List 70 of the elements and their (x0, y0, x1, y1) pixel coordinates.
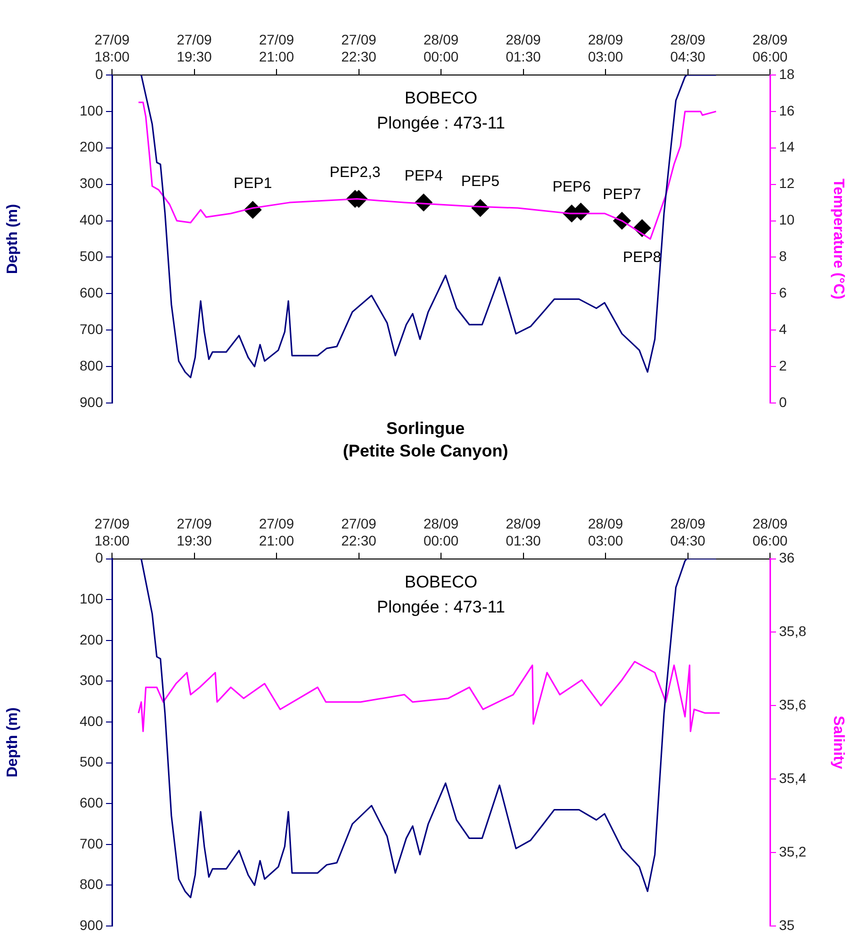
y-tick-label: 400 (80, 212, 104, 228)
y-tick-label: 0 (95, 550, 104, 566)
data-label: PEP6 (552, 178, 591, 196)
data-label: PEP2,3 (330, 164, 381, 182)
x-tick-label: 28/09 00:00 (423, 32, 459, 64)
y2-tick-label: 0 (779, 394, 787, 410)
x-tick-label: 28/09 00:00 (423, 515, 459, 548)
x-tick-label: 28/09 04:30 (670, 32, 706, 64)
data-label: PEP5 (461, 173, 500, 190)
y-axis-title: Depth (m) (4, 204, 22, 274)
y2-tick-label: 8 (779, 248, 787, 264)
x-tick-label: 27/09 19:30 (176, 32, 212, 64)
y-tick-label: 900 (80, 916, 104, 933)
y-tick-label: 300 (80, 672, 104, 688)
annotation: Plongée : 473-11 (376, 114, 506, 133)
x-tick-label: 27/09 19:30 (176, 515, 212, 548)
y-tick-label: 0 (95, 66, 104, 82)
x-tick-label: 28/09 01:30 (506, 32, 541, 64)
x-tick-label: 28/09 06:00 (752, 32, 788, 64)
y-axis-title: Depth (m) (4, 707, 22, 778)
x-tick-label: 28/09 03:00 (588, 515, 624, 548)
x-tick-label: 27/09 22:30 (341, 515, 376, 548)
y-tick-label: 800 (80, 357, 104, 374)
data-label: PEP7 (602, 186, 642, 203)
annotation: BOBECO (404, 572, 478, 592)
y-tick-label: 400 (80, 712, 104, 729)
y2-tick-label: 4 (779, 320, 787, 337)
annotation: Plongée : 473-11 (376, 597, 506, 616)
y-tick-label: 700 (80, 835, 104, 852)
y-tick-label: 200 (80, 138, 104, 155)
y2-axis-title: Temperature (°C) (830, 178, 847, 300)
y2-tick-label: 35,6 (779, 696, 806, 713)
y-tick-label: 500 (80, 248, 104, 264)
y-tick-label: 300 (80, 175, 104, 192)
y-tick-label: 100 (80, 102, 104, 118)
y-tick-label: 800 (80, 876, 104, 892)
data-label: PEP4 (404, 168, 443, 185)
x-tick-label: 28/09 06:00 (752, 515, 788, 548)
x-tick-label: 27/09 21:00 (258, 515, 294, 548)
chart-title: Sorlingue (386, 418, 465, 438)
x-tick-label: 28/09 01:30 (506, 515, 541, 548)
x-tick-label: 27/09 21:00 (258, 32, 294, 64)
chart-subtitle: (Petite Sole Canyon) (342, 441, 508, 460)
x-tick-label: 28/09 04:30 (670, 515, 706, 548)
y2-tick-label: 35,2 (779, 843, 806, 860)
y2-tick-label: 12 (779, 175, 795, 192)
y2-axis-title: Salinity (830, 716, 847, 770)
y-tick-label: 700 (80, 320, 104, 337)
y2-tick-label: 35,8 (779, 623, 806, 640)
y-tick-label: 100 (80, 590, 104, 606)
y-tick-label: 500 (80, 754, 104, 770)
y-tick-label: 200 (80, 631, 104, 648)
y-tick-label: 600 (80, 794, 104, 810)
annotation: BOBECO (404, 88, 478, 108)
y2-tick-label: 35 (779, 916, 795, 933)
y-tick-label: 900 (80, 394, 104, 410)
y2-tick-label: 35,4 (779, 770, 806, 786)
y2-tick-label: 36 (779, 550, 795, 566)
y-tick-label: 600 (80, 284, 104, 301)
y2-tick-label: 6 (779, 284, 787, 301)
x-tick-label: 27/09 18:00 (94, 32, 130, 64)
y2-tick-label: 2 (779, 357, 787, 374)
y2-tick-label: 18 (779, 66, 795, 82)
y2-tick-label: 10 (779, 212, 795, 228)
x-tick-label: 28/09 03:00 (588, 32, 624, 64)
y2-tick-label: 16 (779, 102, 795, 118)
data-label: PEP1 (234, 174, 272, 192)
x-tick-label: 27/09 22:30 (341, 32, 376, 64)
y2-tick-label: 14 (779, 138, 795, 155)
x-tick-label: 27/09 18:00 (94, 515, 130, 548)
